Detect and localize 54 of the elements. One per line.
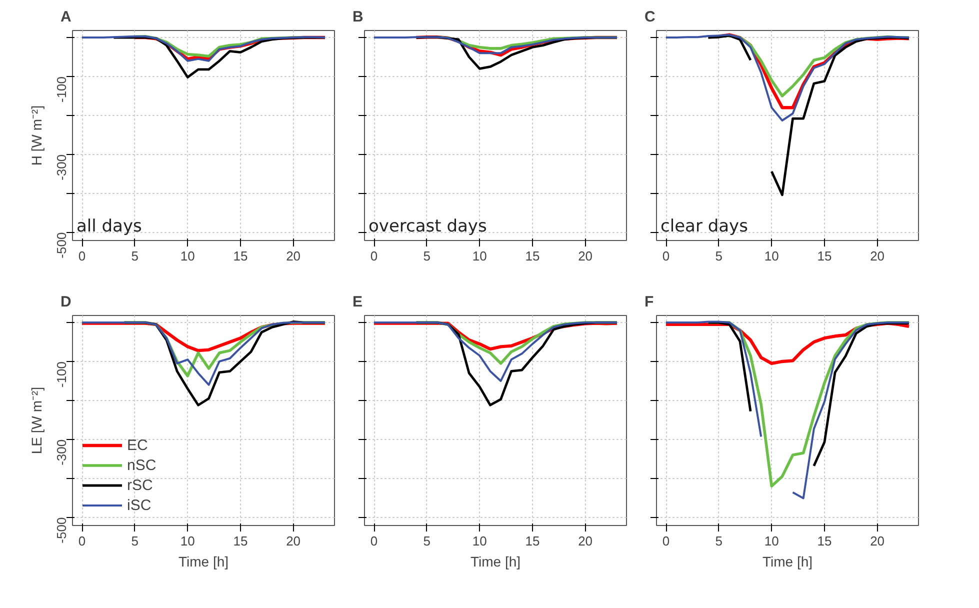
legend-label: nSC [127, 456, 156, 474]
legend-label: EC [127, 436, 148, 454]
x-tick-label: 5 [131, 248, 138, 264]
x-tick-label: 15 [817, 534, 832, 548]
legend-label: iSC [127, 496, 152, 514]
x-tick-label: 10 [472, 534, 487, 548]
x-tick-label: 15 [525, 534, 540, 548]
y-tick-label: -300 [54, 439, 69, 466]
x-tick-label: 20 [578, 248, 593, 264]
chart-title: E [352, 294, 363, 310]
x-tick-label: 20 [286, 534, 301, 548]
x-tick-label: 10 [472, 248, 487, 264]
y-tick-label: -500 [54, 232, 69, 258]
x-tick-label: 0 [662, 534, 670, 548]
x-tick-label: 20 [870, 534, 885, 548]
y-tick-label: -100 [54, 76, 69, 102]
x-tick-label: 10 [180, 534, 195, 548]
chart-title: C [644, 8, 656, 26]
y-tick-label: -300 [54, 154, 69, 180]
chart-title: F [644, 294, 654, 310]
x-tick-label: 15 [233, 534, 248, 548]
chart-title: A [60, 8, 72, 26]
y-tick-label: -500 [54, 517, 69, 544]
x-tick-label: 0 [78, 534, 86, 548]
x-tick-label: 0 [662, 248, 670, 264]
x-tick-label: 15 [525, 248, 540, 264]
x-axis-title: Time [h] [762, 554, 813, 570]
y-axis-title: H [W m⁻²] [28, 105, 44, 166]
x-tick-label: 15 [817, 248, 832, 264]
x-tick-label: 10 [764, 534, 779, 548]
x-tick-label: 0 [370, 248, 378, 264]
x-tick-label: 5 [423, 534, 430, 548]
annotation: clear days [660, 216, 748, 236]
x-axis-title: Time [h] [178, 554, 229, 570]
x-tick-label: 20 [870, 248, 885, 264]
x-tick-label: 5 [715, 248, 722, 264]
x-axis-title: Time [h] [470, 554, 521, 570]
x-tick-label: 0 [370, 534, 378, 548]
x-tick-label: 5 [131, 534, 138, 548]
annotation: overcast days [368, 216, 487, 236]
x-tick-label: 15 [233, 248, 248, 264]
y-axis-title: LE [W m⁻²] [28, 386, 44, 454]
x-tick-label: 20 [286, 248, 301, 264]
x-tick-label: 5 [715, 534, 722, 548]
y-tick-label: -100 [54, 361, 69, 388]
x-tick-label: 5 [423, 248, 430, 264]
x-tick-label: 10 [764, 248, 779, 264]
x-tick-label: 0 [78, 248, 86, 264]
x-tick-label: 20 [578, 534, 593, 548]
chart-title: B [352, 8, 364, 26]
x-tick-label: 10 [180, 248, 195, 264]
chart-title: D [60, 294, 72, 310]
annotation: all days [76, 216, 142, 236]
legend-label: rSC [127, 476, 153, 494]
